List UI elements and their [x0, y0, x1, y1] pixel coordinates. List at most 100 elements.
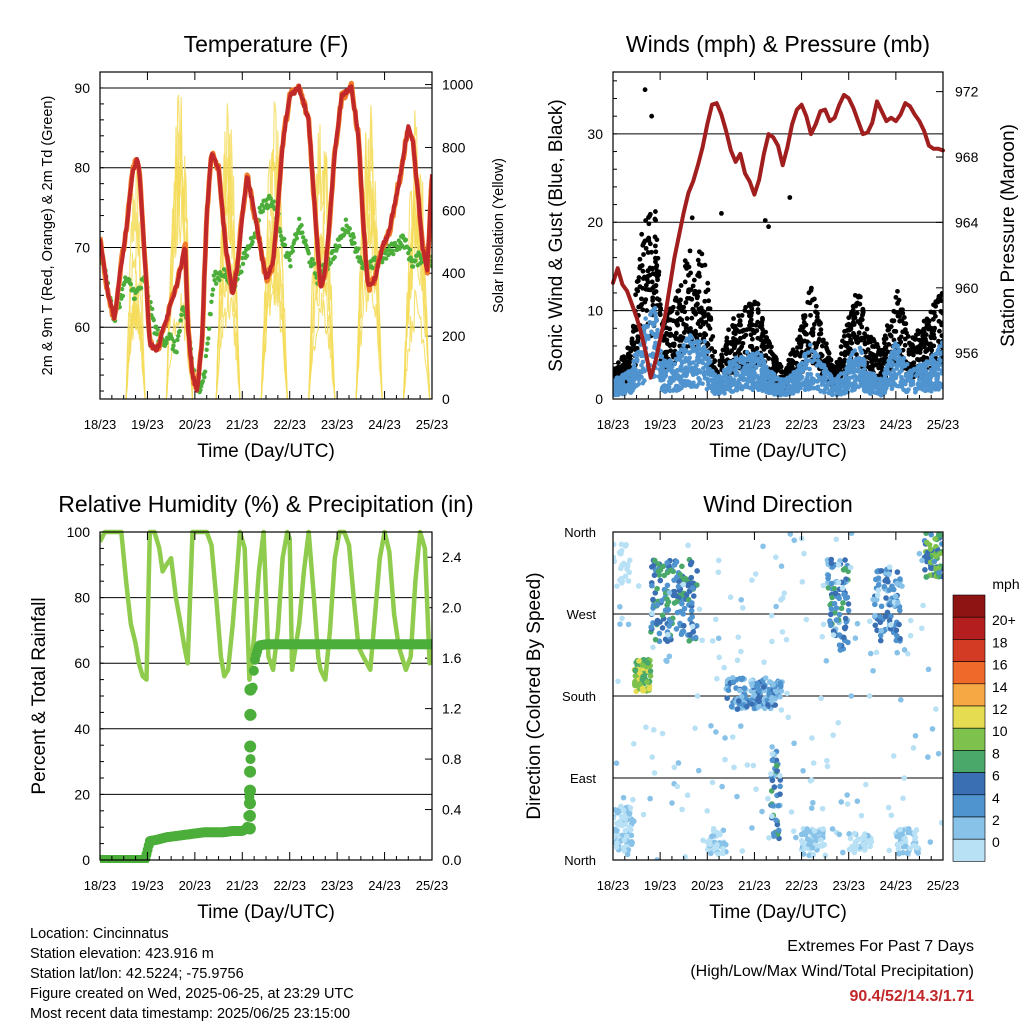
wind-point [653, 334, 658, 340]
direction-point [619, 578, 626, 584]
wind-point [807, 358, 813, 363]
gust-point [764, 335, 770, 341]
wind-point [729, 383, 734, 388]
precip-point [243, 797, 256, 810]
direction-point [877, 613, 884, 620]
dewpoint-point [178, 318, 183, 323]
direction-point [896, 850, 902, 857]
gust-point [924, 355, 930, 361]
gust-point [917, 350, 923, 355]
wind-point [679, 353, 685, 359]
gust-point [647, 211, 653, 217]
wind-point [836, 373, 842, 379]
x-tick-label-wind: 22/23 [785, 417, 818, 432]
gust-point [838, 344, 844, 350]
y-axis-label-temp: 2m & 9m T (Red, Orange) & 2m Td (Green) [40, 96, 56, 376]
wind-point [715, 391, 721, 397]
gust-point [668, 317, 673, 323]
gust-point [814, 314, 820, 320]
dewpoint-point [419, 259, 424, 265]
gust-point [868, 334, 874, 340]
solar-line [308, 132, 336, 399]
gust-point [644, 308, 650, 313]
y-tick-label-wind: 20 [587, 214, 603, 230]
solar-line [125, 212, 146, 399]
gust-point [760, 342, 766, 348]
y2-tick-label-wind: 972 [955, 84, 979, 100]
gust-point [639, 231, 645, 237]
wind-point [625, 384, 631, 390]
gust-point [854, 339, 860, 345]
gust-point [675, 298, 681, 304]
dewpoint-point [332, 255, 337, 260]
y2-tick-label-wind: 964 [955, 214, 979, 230]
direction-point [894, 580, 901, 587]
direction-point [939, 541, 943, 547]
gust-point [679, 308, 685, 314]
wind-point [745, 363, 751, 368]
dewpoint-point [312, 261, 317, 266]
gust-point [803, 322, 809, 328]
wind-point [888, 355, 894, 361]
dewpoint-point [257, 205, 262, 211]
t2m-line [100, 83, 432, 393]
direction-point [679, 600, 685, 607]
direction-point [613, 558, 618, 565]
gust-point [773, 354, 778, 360]
gust-point [920, 356, 926, 362]
wind-point [728, 376, 734, 382]
dewpoint-point [349, 238, 354, 243]
direction-point [914, 844, 921, 851]
direction-point [845, 601, 852, 607]
wind-point [740, 370, 745, 375]
dewpoint-point [138, 285, 144, 291]
wind-point [893, 341, 898, 346]
gust-point [690, 306, 696, 312]
gust-point [860, 306, 866, 312]
gust-point [896, 297, 902, 303]
direction-point [937, 532, 943, 538]
wind-point [641, 366, 646, 371]
dewpoint-point [380, 260, 385, 265]
gust-point [913, 332, 919, 338]
wind-point [876, 384, 882, 389]
wind-point [725, 365, 731, 371]
direction-point [769, 802, 776, 809]
direction-point [674, 609, 681, 616]
direction-point [649, 582, 655, 589]
gust-point [813, 303, 819, 309]
gust-point [910, 352, 916, 358]
gust-point [710, 364, 716, 370]
gust-point [807, 300, 813, 306]
direction-point [680, 622, 687, 629]
dewpoint-point [132, 296, 137, 301]
gust-point [921, 318, 927, 324]
gust-point [647, 272, 653, 278]
direction-point [877, 619, 884, 626]
gust-point [897, 314, 902, 319]
direction-point [613, 827, 620, 834]
direction-point [650, 596, 656, 603]
gust-point [828, 363, 833, 369]
wind-point [821, 364, 827, 370]
gust-point [846, 321, 852, 327]
direction-point [894, 569, 901, 575]
dewpoint-point [268, 196, 273, 201]
dewpoint-point [413, 258, 418, 263]
dewpoint-point [206, 326, 212, 332]
dewpoint-point [290, 248, 296, 254]
gust-point [801, 329, 807, 335]
direction-point [840, 600, 846, 606]
direction-point [645, 660, 651, 666]
direction-point [771, 833, 777, 839]
gust-point [642, 87, 648, 93]
gust-point [684, 316, 690, 321]
dewpoint-point [303, 238, 308, 243]
direction-point [625, 578, 632, 584]
y-tick-label-rh: 100 [67, 524, 91, 540]
gust-point [670, 304, 676, 310]
gust-point [682, 263, 688, 269]
gust-point [698, 317, 704, 323]
gust-point [931, 326, 937, 332]
gust-point [931, 332, 937, 338]
